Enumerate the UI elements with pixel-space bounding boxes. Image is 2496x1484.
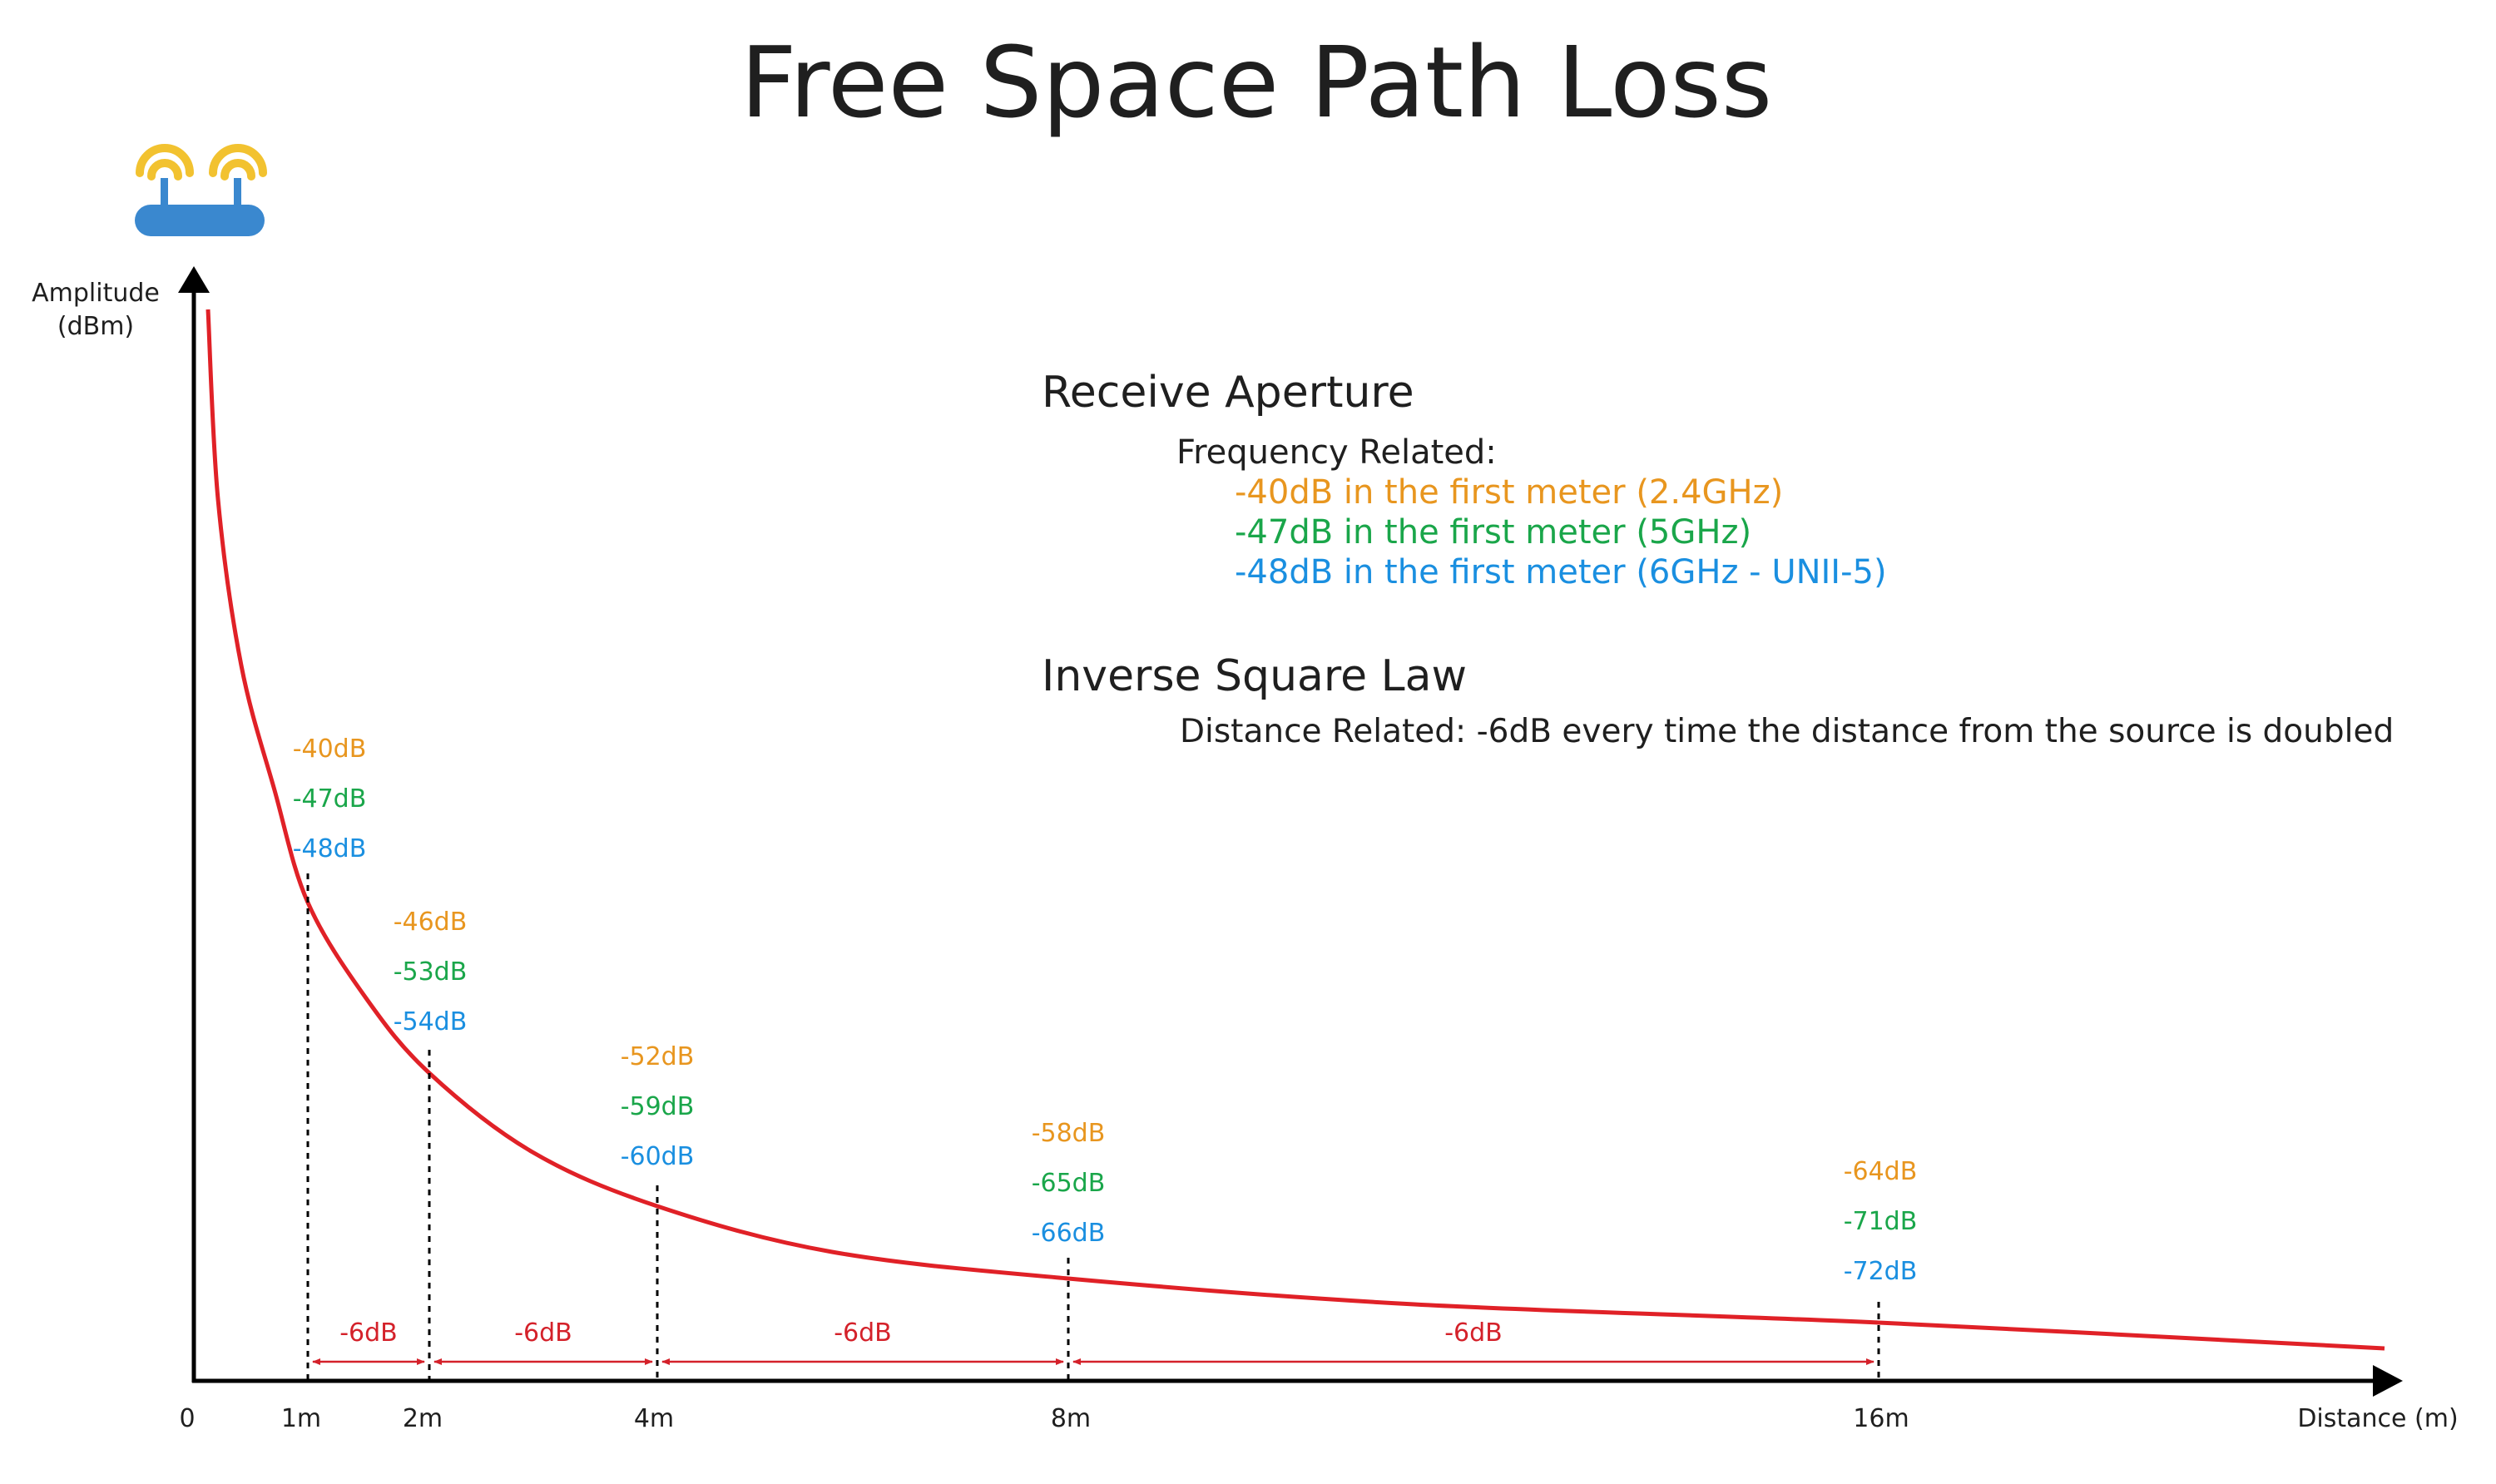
db-label-6ghz-8m: -66dB — [1032, 1219, 1106, 1248]
y-axis-label-line1: Amplitude — [32, 279, 160, 308]
db-label-6ghz-2m: -54dB — [394, 1007, 468, 1036]
db-label-5ghz-2m: -53dB — [394, 957, 468, 987]
x-axis-label: Distance (m) — [2297, 1404, 2458, 1433]
y-axis-arrow — [178, 266, 210, 293]
db-label-5ghz-16m: -71dB — [1844, 1207, 1918, 1236]
db-label-5ghz-1m: -47dB — [293, 784, 367, 814]
path-loss-curve — [206, 309, 2385, 1351]
segment-label-3: -6dB — [834, 1318, 892, 1348]
segment-label-1: -6dB — [339, 1318, 398, 1348]
x-tick-label-8m: 8m — [1051, 1404, 1091, 1433]
db-label-5ghz-8m: -65dB — [1032, 1169, 1106, 1198]
x-axis-origin-label: 0 — [179, 1404, 195, 1433]
db-label-24ghz-8m: -58dB — [1032, 1119, 1106, 1148]
segment-label-2: -6dB — [514, 1318, 572, 1348]
db-label-5ghz-4m: -59dB — [621, 1092, 695, 1121]
aperture-line-24ghz: -40dB in the first meter (2.4GHz) — [1235, 473, 1783, 512]
db-label-6ghz-16m: -72dB — [1844, 1257, 1918, 1286]
frequency-related-label: Frequency Related: — [1176, 433, 1497, 472]
receive-aperture-heading: Receive Aperture — [1042, 368, 1414, 418]
x-axis-arrow — [2373, 1365, 2403, 1397]
segment-label-4: -6dB — [1444, 1318, 1503, 1348]
y-axis-label-line2: (dBm) — [57, 312, 134, 341]
db-label-24ghz-4m: -52dB — [621, 1042, 695, 1071]
db-label-6ghz-4m: -60dB — [621, 1142, 695, 1171]
aperture-line-5ghz: -47dB in the first meter (5GHz) — [1235, 513, 1751, 552]
page-title: Free Space Path Loss — [740, 25, 1773, 140]
x-tick-label-16m: 16m — [1853, 1404, 1909, 1433]
db-label-24ghz-2m: -46dB — [394, 908, 468, 937]
inverse-square-block: Inverse Square Law Distance Related: -6d… — [1042, 651, 2394, 750]
inverse-square-heading: Inverse Square Law — [1042, 651, 1467, 701]
db-label-24ghz-1m: -40dB — [293, 735, 367, 764]
x-tick-label-2m: 2m — [403, 1404, 443, 1433]
db-label-6ghz-1m: -48dB — [293, 834, 367, 863]
x-tick-label-1m: 1m — [281, 1404, 321, 1433]
aperture-line-6ghz: -48dB in the first meter (6GHz - UNII-5) — [1235, 553, 1887, 591]
router-icon — [135, 144, 267, 236]
distance-related-label: Distance Related: -6dB every time the di… — [1180, 713, 2394, 750]
db-label-24ghz-16m: -64dB — [1844, 1157, 1918, 1186]
x-tick-label-4m: 4m — [634, 1404, 674, 1433]
receive-aperture-block: Receive Aperture Frequency Related: -40d… — [1042, 368, 1887, 591]
